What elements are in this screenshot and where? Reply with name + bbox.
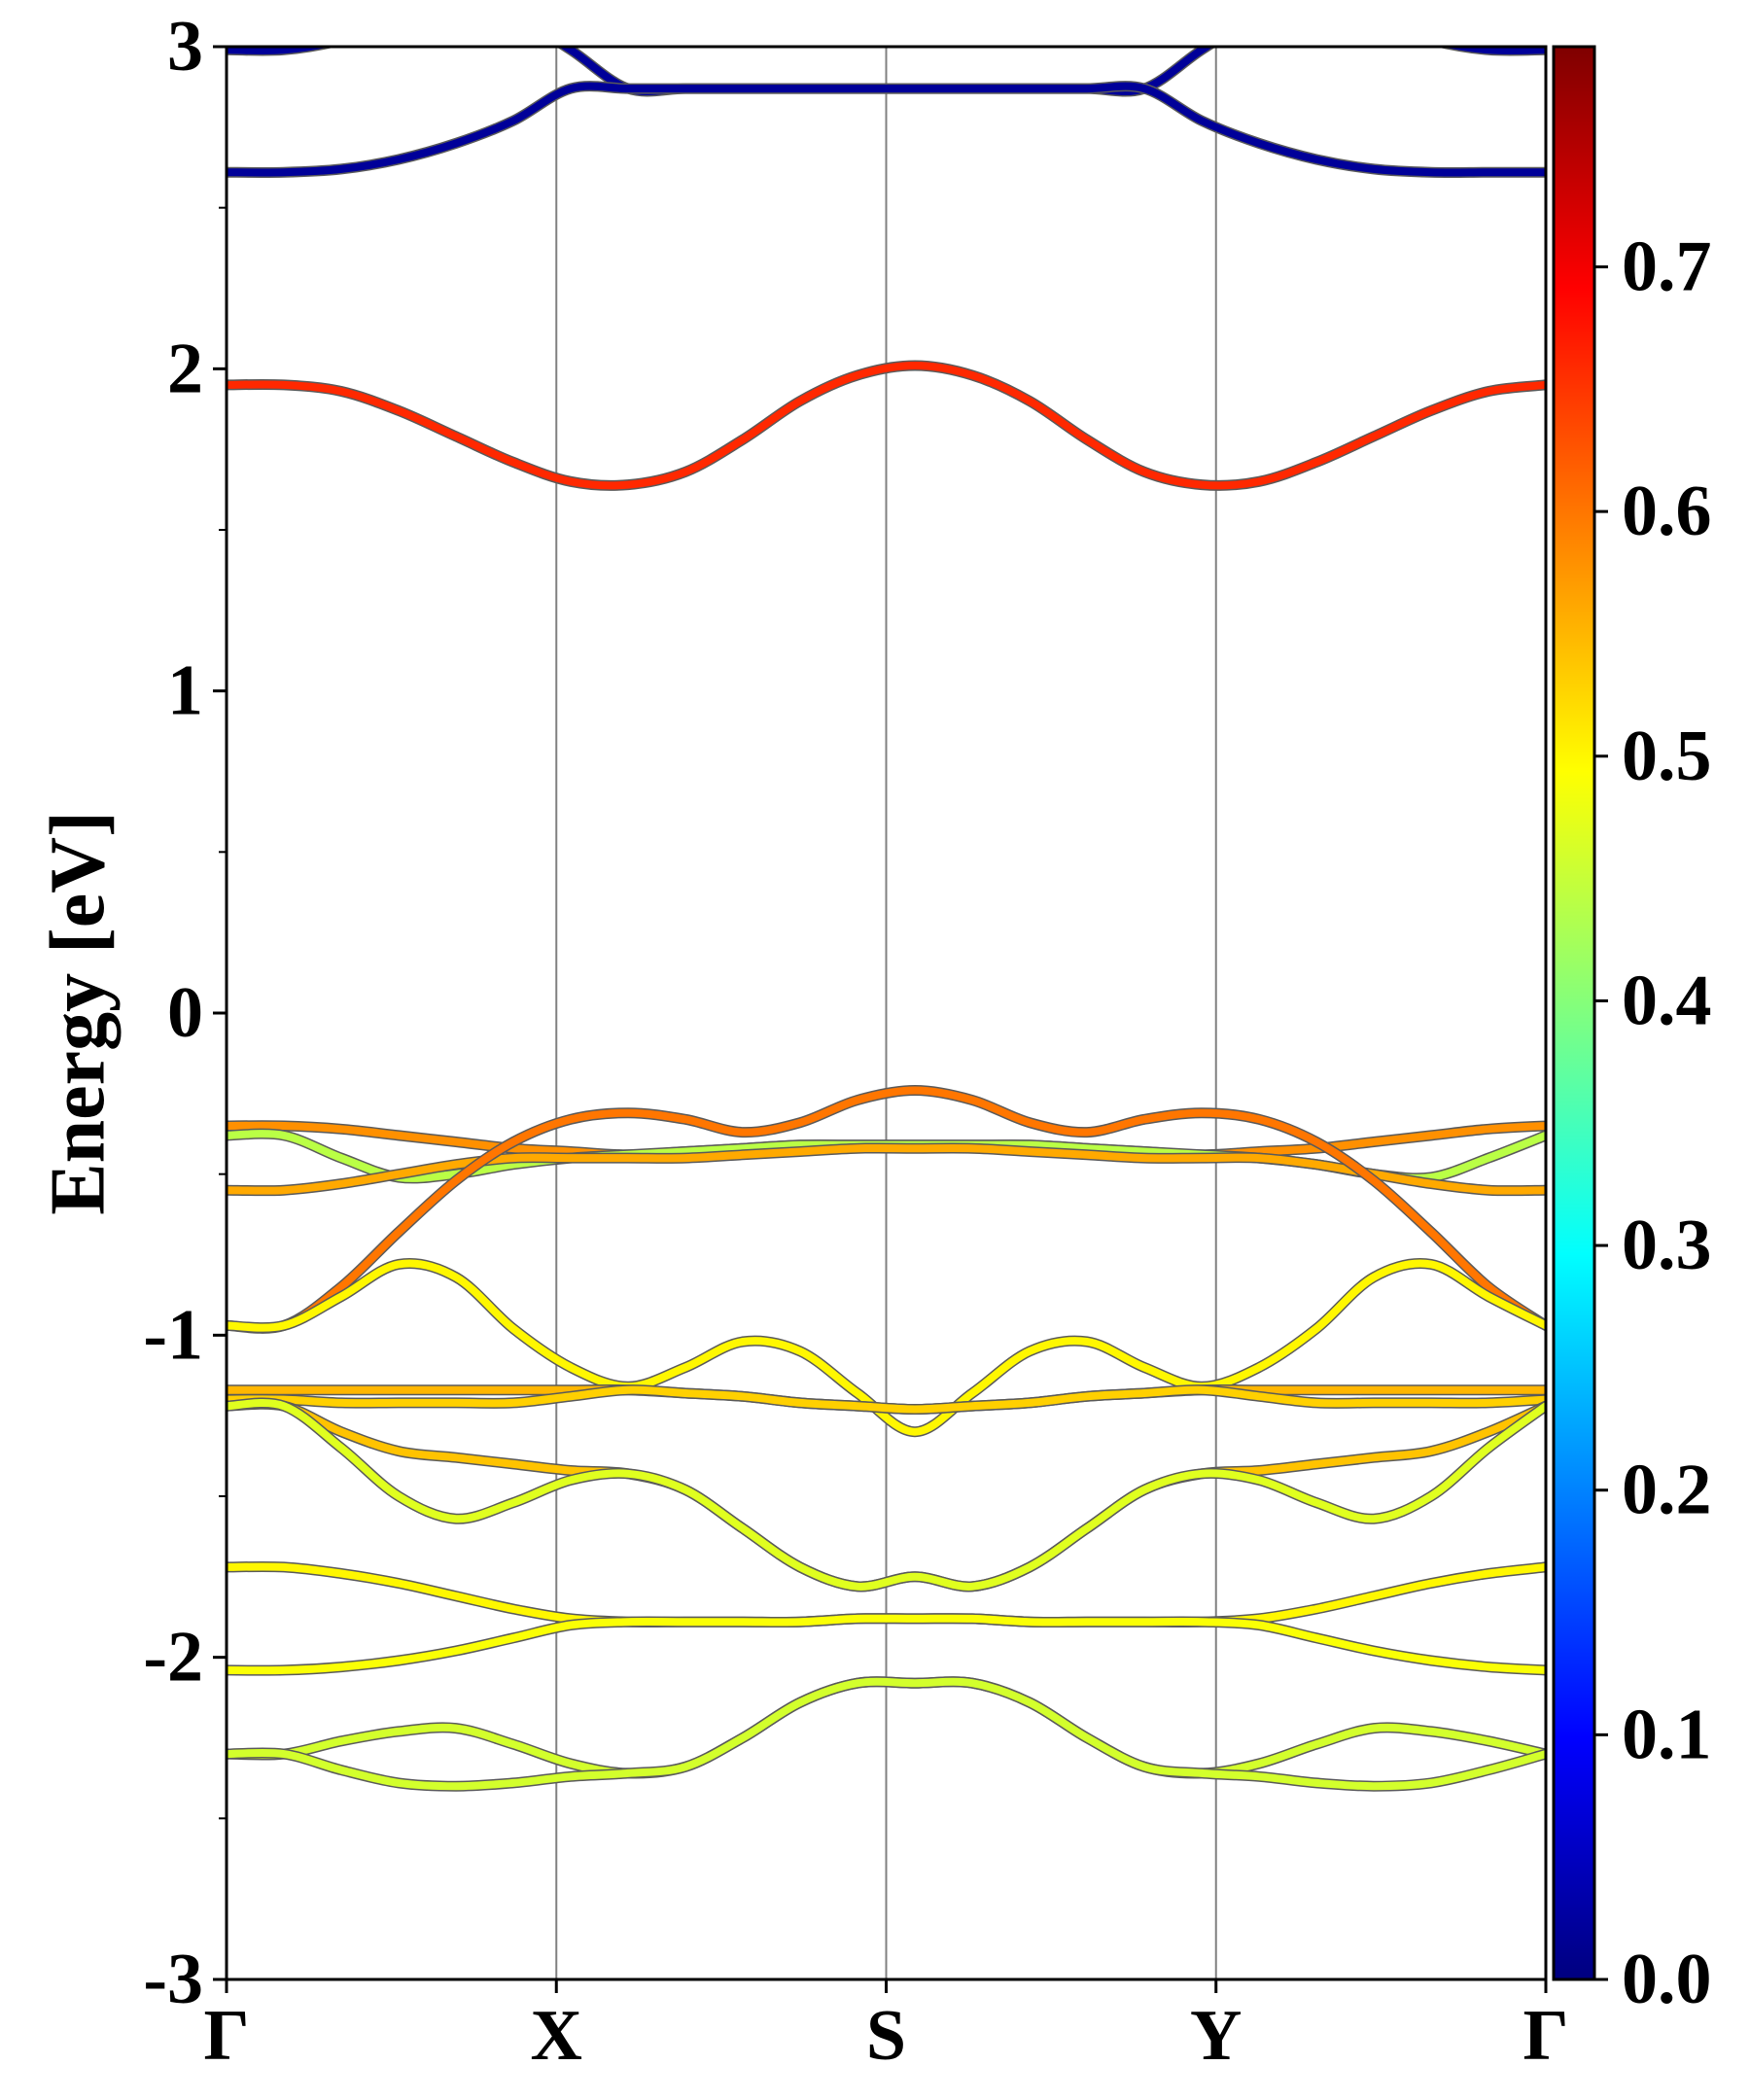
kpoint-gridlines (555, 47, 1217, 1979)
band-line (227, 1143, 1546, 1195)
colorbar-tick-label: 0.6 (1622, 472, 1712, 551)
band-line (227, 1677, 1546, 1791)
colorbar: 0.0 0.1 0.2 0.3 0.4 0.5 0.6 0.7 (1552, 45, 1712, 2019)
band-line (227, 1399, 1546, 1591)
x-tick-label: X (531, 1996, 582, 2076)
x-tick-label: Γ (203, 1996, 249, 2076)
colorbar-tick-label: 0.5 (1622, 717, 1712, 796)
y-tick-label: 0 (167, 973, 203, 1053)
band-line (227, 82, 1546, 177)
band-line (227, 1614, 1546, 1675)
band-line (227, 1385, 1546, 1414)
y-axis: -3 -2 -1 0 1 2 3 (143, 7, 227, 2019)
x-tick-label: Γ (1522, 1996, 1568, 2076)
y-tick-label: 1 (167, 651, 203, 731)
colorbar-tick-label: 0.3 (1622, 1206, 1712, 1285)
band-lines (227, 47, 1546, 1792)
y-tick-label: 3 (167, 7, 203, 87)
x-tick-label: Y (1190, 1996, 1242, 2076)
y-tick-label: -1 (143, 1295, 203, 1375)
y-axis-title: Energy [eV] (35, 811, 121, 1214)
colorbar-tick-label: 0.0 (1622, 1940, 1712, 2019)
colorbar-tick-label: 0.7 (1622, 227, 1712, 306)
y-tick-label: -2 (143, 1618, 203, 1698)
colorbar-tick-label: 0.4 (1622, 961, 1712, 1040)
colorbar-gradient (1552, 45, 1596, 1981)
y-tick-label: -3 (143, 1940, 203, 2019)
colorbar-tick-label: 0.2 (1622, 1451, 1712, 1530)
band-line (227, 361, 1546, 490)
x-tick-label: S (866, 1996, 906, 2076)
band-line (227, 1259, 1546, 1436)
y-tick-label: 2 (167, 329, 203, 408)
colorbar-tick-label: 0.1 (1622, 1695, 1712, 1774)
band-line (227, 1086, 1546, 1333)
